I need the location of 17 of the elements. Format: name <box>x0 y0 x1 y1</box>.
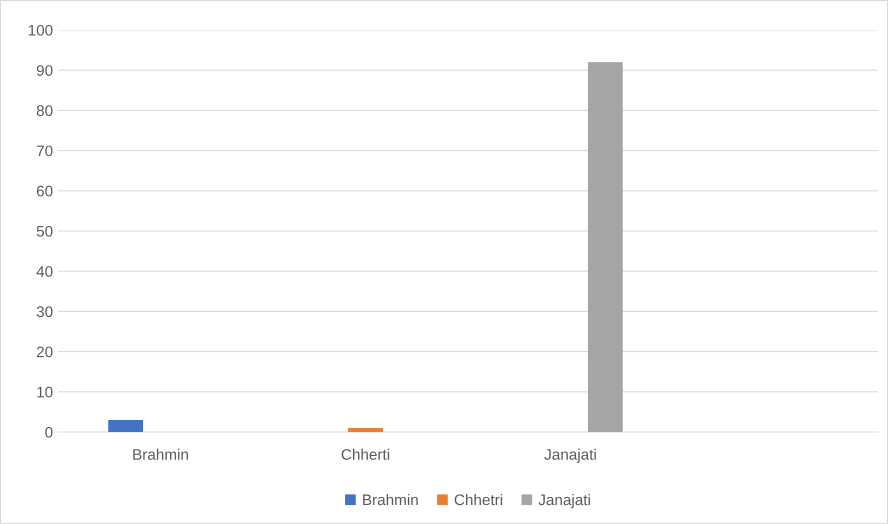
y-tick-label: 30 <box>36 306 53 318</box>
y-tick-label: 60 <box>36 186 53 196</box>
x-tick-label: Janajati <box>544 448 596 463</box>
x-tick-label: Chherti <box>342 448 390 460</box>
x-tick-label: Brahmin <box>133 448 188 460</box>
y-tick-label: 100 <box>28 24 53 36</box>
legend-label: Janajati <box>538 494 590 508</box>
y-tick-label: 90 <box>36 65 53 76</box>
y-tick-label: 80 <box>36 105 53 116</box>
y-tick-label: 20 <box>36 346 53 358</box>
y-tick-label: 0 <box>45 426 53 438</box>
legend-label: Brahmin <box>363 494 418 506</box>
y-tick-label: 50 <box>36 226 53 237</box>
legend-label: Chhetri <box>454 494 502 506</box>
y-tick-label: 70 <box>36 145 53 156</box>
y-tick-label: 10 <box>37 386 53 398</box>
y-tick-label: 40 <box>36 266 53 277</box>
